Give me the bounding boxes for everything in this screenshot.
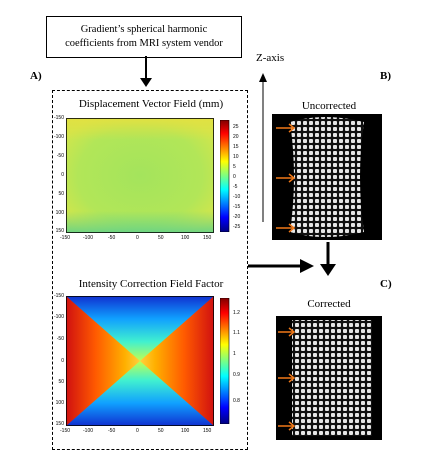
source-box-line2: coefficients from MRI system vendor: [65, 38, 223, 49]
colorbar-tick: -20: [233, 214, 241, 220]
displacement-colorbar: [220, 120, 230, 232]
y-tick: -100: [53, 314, 64, 320]
x-tick: 100: [181, 428, 190, 434]
displacement-colorbar-ticks: 25 20 15 10 5 0 -5 -10 -15 -20 -25: [232, 120, 246, 232]
colorbar-tick: 1.1: [233, 330, 240, 336]
displacement-y-axis: -150 -100 -50 0 50 100 150: [50, 115, 64, 234]
intensity-field-map: [66, 296, 214, 426]
x-tick: 0: [136, 428, 139, 434]
y-tick: 50: [58, 379, 64, 385]
x-tick: -100: [83, 235, 94, 241]
source-box-line1: Gradient’s spherical harmonic: [80, 24, 208, 35]
colorbar-tick: 5: [233, 164, 236, 170]
x-tick: -150: [60, 235, 71, 241]
colorbar-tick: -25: [233, 224, 241, 230]
x-tick: 50: [158, 235, 164, 241]
y-tick: -150: [53, 293, 64, 299]
corrected-markers: [278, 327, 296, 431]
colorbar-tick: -5: [233, 184, 238, 190]
y-tick: 50: [58, 191, 64, 197]
displacement-panel-title: Displacement Vector Field (mm): [78, 98, 224, 110]
corrected-title: Corrected: [307, 298, 351, 310]
x-tick: 150: [203, 428, 212, 434]
uncorrected-title: Uncorrected: [301, 100, 357, 112]
label-b: B): [380, 70, 391, 82]
z-axis-label: Z-axis: [256, 52, 285, 64]
colorbar-tick: 0: [233, 174, 236, 180]
processing-panel-dashed-box: [52, 90, 248, 450]
colorbar-tick: 15: [233, 144, 239, 150]
x-tick: 50: [158, 428, 164, 434]
label-c: C): [380, 278, 392, 290]
x-tick: -50: [108, 428, 116, 434]
displacement-x-axis: -150 -100 -50 0 50 100 150: [60, 235, 220, 243]
y-tick: 100: [55, 400, 64, 406]
y-tick: -50: [56, 153, 64, 159]
x-tick: -150: [60, 428, 71, 434]
z-axis-arrow-icon: [259, 73, 267, 222]
source-coefficients-box: Gradient’s spherical harmonic coefficien…: [46, 16, 242, 58]
label-a: A): [30, 70, 42, 82]
x-tick: -100: [83, 428, 94, 434]
y-tick: 0: [61, 172, 64, 178]
x-tick: 100: [181, 235, 190, 241]
y-tick: 0: [61, 358, 64, 364]
down-arrow-b-to-c-icon: [320, 242, 336, 276]
down-arrow-icon: [140, 56, 152, 87]
y-tick: -100: [53, 134, 64, 140]
y-tick: 150: [55, 228, 64, 234]
y-tick: 150: [55, 421, 64, 427]
x-tick: -50: [108, 235, 116, 241]
displacement-field-map: [66, 118, 214, 233]
intensity-x-axis: -150 -100 -50 0 50 100 150: [60, 428, 220, 436]
colorbar-tick: 1: [233, 351, 236, 357]
colorbar-tick: 0.9: [233, 372, 240, 378]
colorbar-tick: 10: [233, 154, 239, 160]
intensity-colorbar: [220, 298, 230, 424]
uncorrected-phantom-image: [272, 114, 382, 240]
colorbar-tick: 1.2: [233, 310, 240, 316]
colorbar-tick: -10: [233, 194, 241, 200]
colorbar-tick: 25: [233, 124, 239, 130]
colorbar-tick: 20: [233, 134, 239, 140]
colorbar-tick: -15: [233, 204, 241, 210]
intensity-panel-title: Intensity Correction Field Factor: [78, 278, 224, 290]
colorbar-tick: 0.8: [233, 398, 240, 404]
uncorrected-markers: [276, 123, 296, 233]
y-tick: -150: [53, 115, 64, 121]
x-tick: 150: [203, 235, 212, 241]
x-tick: 0: [136, 235, 139, 241]
intensity-colorbar-ticks: 1.2 1.1 1 0.9 0.8: [232, 298, 246, 424]
y-tick: -50: [56, 336, 64, 342]
intensity-y-axis: -150 -100 -50 0 50 100 150: [50, 293, 64, 427]
y-tick: 100: [55, 210, 64, 216]
right-arrow-icon: [248, 259, 314, 273]
